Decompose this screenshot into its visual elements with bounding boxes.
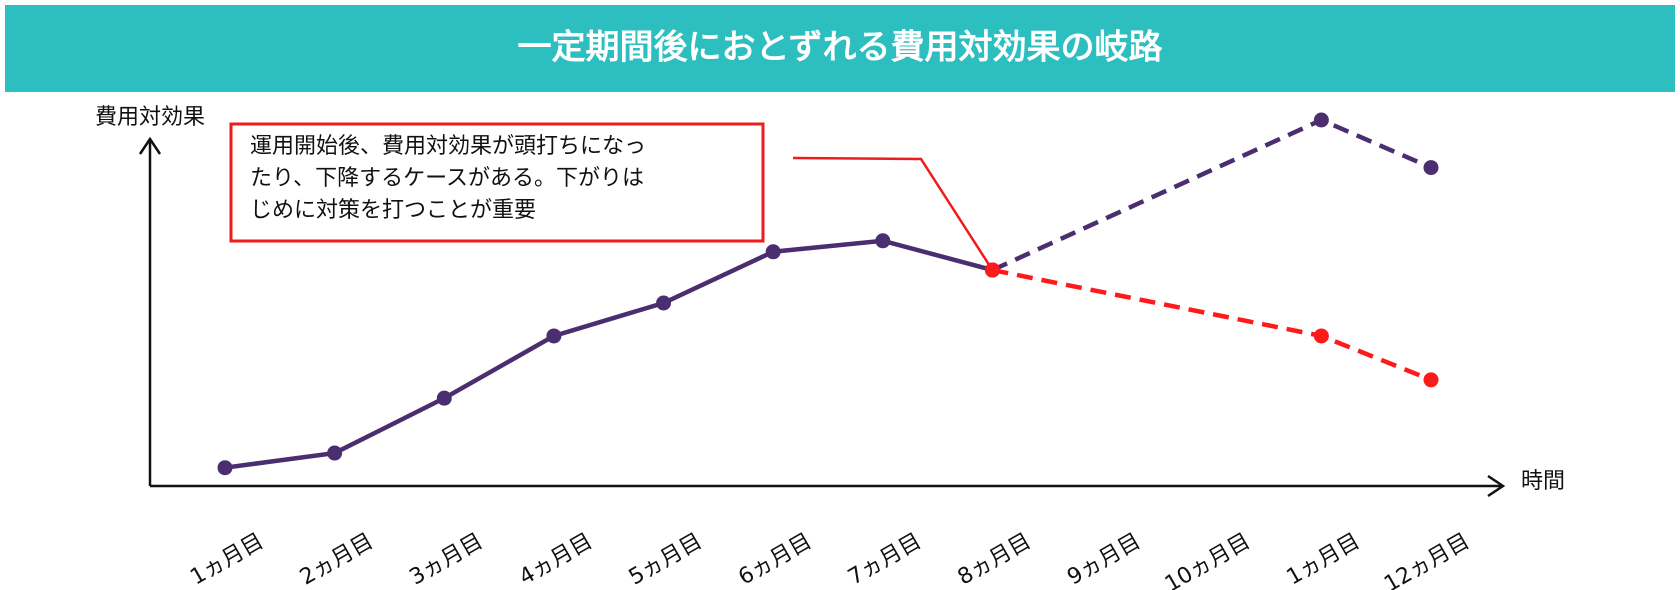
marker <box>765 244 781 260</box>
marker <box>327 445 343 461</box>
x-axis-label: 時間 <box>1521 469 1565 494</box>
line <box>991 117 1432 273</box>
annotation-text: じめに対策を打つことが重要 <box>250 198 536 223</box>
line <box>224 238 994 470</box>
y-axis-label: 費用対効果 <box>95 105 205 130</box>
marker <box>984 262 1000 278</box>
annotation-text: たり、下降するケースがある。下がりは <box>250 166 644 191</box>
annotation-text: 運用開始後、費用対効果が頭打ちになっ <box>250 134 646 159</box>
x-tick-label: 12ヵ月目 <box>1380 529 1474 590</box>
marker <box>1313 328 1329 344</box>
annotation-box <box>229 122 765 243</box>
axes <box>138 136 1506 498</box>
x-tick-label: 10ヵ月目 <box>1161 529 1255 590</box>
x-tick-label: 6ヵ月目 <box>734 529 816 590</box>
x-tick-label: 1ヵ月目 <box>1283 529 1365 590</box>
marker <box>217 460 233 476</box>
marker <box>546 328 562 344</box>
x-tick-label: 2ヵ月目 <box>296 529 378 590</box>
x-tick-label: 9ヵ月目 <box>1063 529 1145 590</box>
marker <box>656 295 672 311</box>
line <box>992 267 1432 382</box>
marker <box>436 390 452 406</box>
x-tick-label: 3ヵ月目 <box>405 529 487 590</box>
x-tick-label: 1ヵ月目 <box>186 529 268 590</box>
marker <box>1423 160 1439 176</box>
marker <box>1313 112 1329 128</box>
chart-title: 一定期間後におとずれる費用対効果の岐路 <box>518 28 1164 68</box>
marker <box>875 233 891 249</box>
annotation-connector <box>792 156 994 271</box>
x-tick-label: 4ヵ月目 <box>515 529 597 590</box>
x-tick-label: 5ヵ月目 <box>625 529 707 590</box>
x-tick-label: 8ヵ月目 <box>954 529 1036 590</box>
x-tick-label: 7ヵ月目 <box>844 529 926 590</box>
title-bar <box>5 5 1675 92</box>
marker <box>1423 372 1439 388</box>
